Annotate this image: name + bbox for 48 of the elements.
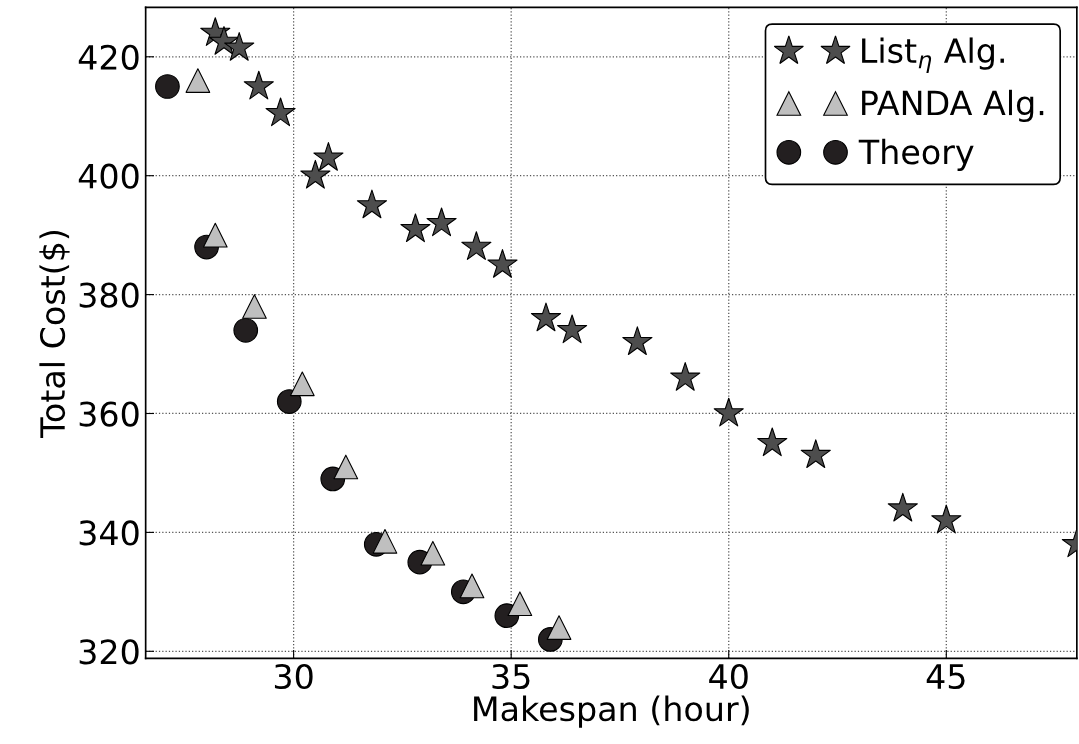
y-tick-label: 400 [78,163,139,189]
point [155,74,180,99]
point [300,159,331,189]
point [546,615,572,640]
point [400,213,431,243]
point [356,189,388,219]
x-tick-label: 30 [274,663,313,690]
y-tick-label: 420 [78,44,139,70]
point [426,207,457,237]
point [530,302,562,332]
point [185,68,211,93]
y-tick-label: 340 [79,520,139,546]
point [887,492,918,522]
point [420,540,446,566]
point [622,326,653,356]
y-axis-title: Total Cost($) [39,230,70,438]
point [931,504,962,534]
x-tick-label: 35 [492,663,530,690]
y-tick-label: 380 [79,282,139,308]
point [459,573,485,599]
x-tick-label: 45 [926,664,965,690]
point [713,397,744,427]
point [670,361,701,391]
point [233,317,259,343]
point [757,427,788,457]
point [333,454,359,480]
point [265,97,296,127]
point [800,439,831,469]
point [289,371,315,397]
point [208,26,240,55]
point [507,591,533,617]
x-tick-label: 40 [709,663,748,690]
y-tick-label: 360 [79,401,139,427]
point [487,249,518,278]
point [224,32,255,61]
y-tick-label: 320 [79,639,139,665]
point [242,294,267,319]
legend-label: PANDA Alg. [862,89,1044,123]
point [243,70,274,100]
point [313,142,344,171]
legend-label: List$_{η}$ Alg. [862,37,1004,74]
point [372,528,398,554]
point [461,231,492,260]
point [557,314,588,344]
x-axis-title: Makespan (hour) [474,695,749,728]
point [276,389,302,414]
legend-label: Theory [858,138,974,171]
point [202,222,228,248]
